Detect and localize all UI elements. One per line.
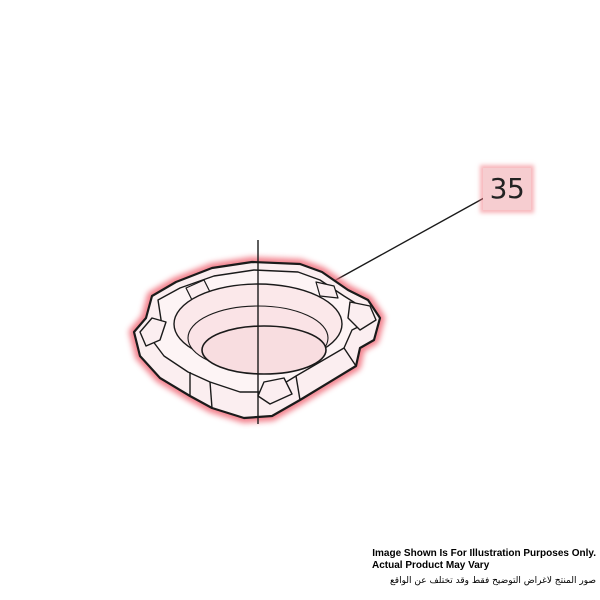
disclaimer-arabic-line: صور المنتج لاغراض التوضيح فقط وقد تختلف … — [390, 576, 596, 586]
leader-line — [333, 197, 485, 282]
disclaimer-english-line1: Image Shown Is For Illustration Purposes… — [372, 548, 596, 559]
wall-edge-3 — [295, 375, 301, 401]
part-35-illustration[interactable] — [129, 240, 385, 424]
callout-number-badge[interactable]: 35 — [483, 168, 531, 210]
part-center-opening — [201, 325, 327, 375]
part-tab-top-right — [315, 281, 339, 299]
illustration-disclaimer: Image Shown Is For Illustration Purposes… — [352, 548, 596, 588]
part-tab-bottom — [257, 377, 293, 405]
part-tab-left — [139, 317, 167, 347]
wall-edge-4 — [343, 347, 357, 367]
wall-edge-2 — [209, 381, 213, 409]
part-tab-right — [347, 301, 377, 331]
disclaimer-english-line2: Actual Product May Vary — [372, 560, 490, 571]
